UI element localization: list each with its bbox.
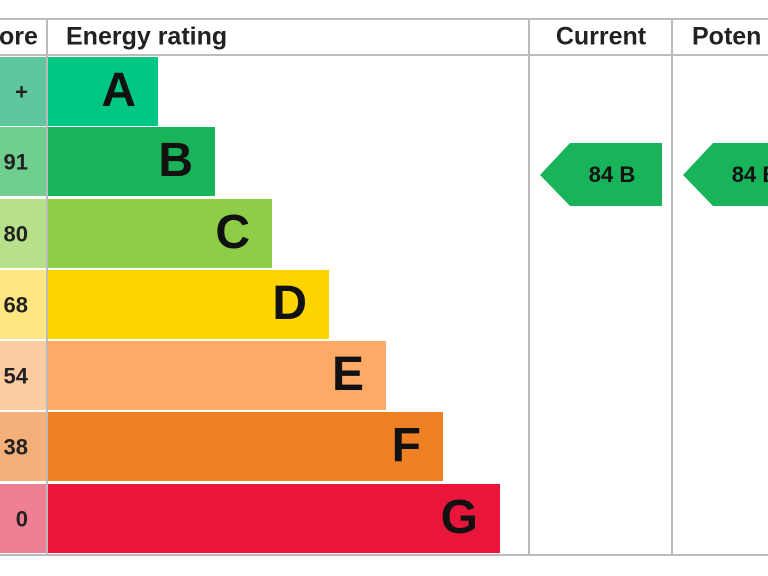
rating-band [48,484,500,553]
score-label: + [15,79,28,104]
rating-letter: C [215,206,250,259]
potential-label: 84 B [732,162,768,187]
rating-band [48,412,443,481]
score-cell [0,341,46,410]
potential-arrow [683,143,768,206]
current-header: Current [556,23,647,51]
rating-letter: E [332,348,364,401]
score-label: 54 [4,363,29,388]
current-arrow [540,143,662,206]
score-cell [0,484,46,553]
rating-band [48,341,386,410]
score-cell [0,199,46,268]
score-cell [0,412,46,481]
rating-letter: F [392,419,421,472]
score-cell [0,57,46,126]
rating-band [48,57,158,126]
rating-header: Energy rating [66,23,227,51]
score-cell [0,127,46,196]
score-cell [0,270,46,339]
score-header: ore [0,23,38,51]
potential-header: Poten [692,23,761,51]
score-label: 38 [4,434,28,459]
score-label: 0 [16,506,28,531]
rating-band [48,270,329,339]
rating-letter: G [441,491,478,544]
rating-letter: A [101,64,136,117]
rating-letter: B [158,134,193,187]
score-label: 68 [4,292,28,317]
rating-letter: D [272,277,307,330]
rating-band [48,199,272,268]
score-label: 80 [4,221,28,246]
rating-band [48,127,215,196]
score-label: 91 [4,149,28,174]
current-label: 84 B [589,162,635,187]
